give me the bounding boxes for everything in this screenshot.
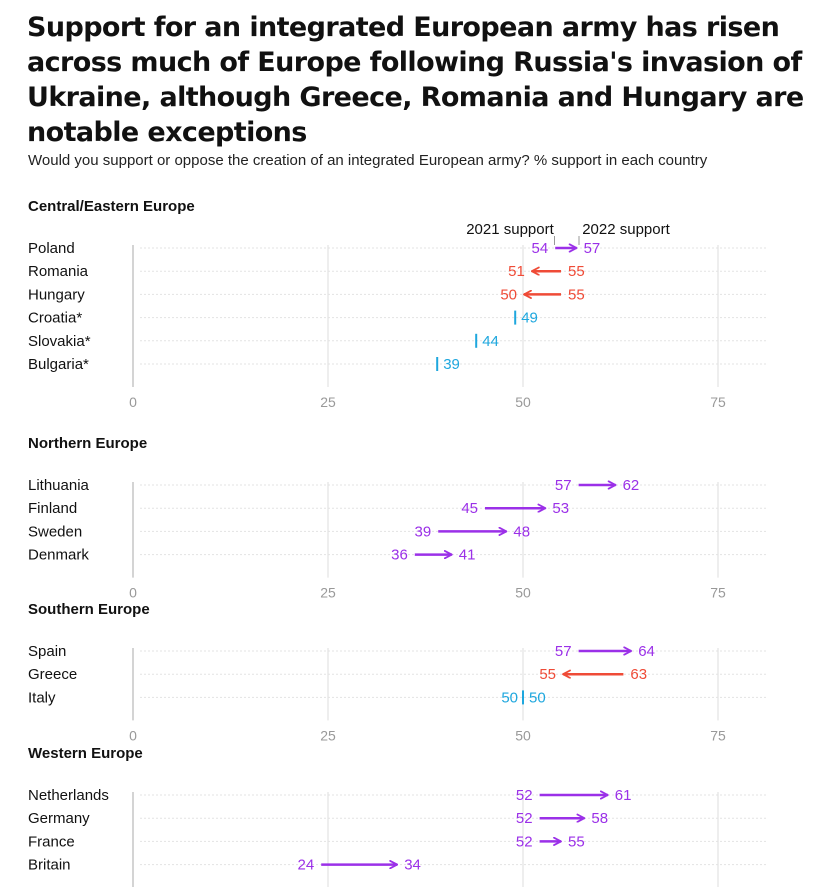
value-label-2021: 55 [568,263,585,280]
country-label: Bulgaria* [28,356,89,373]
tick-label-0: 0 [129,585,137,601]
value-label-2022: 61 [615,787,632,804]
legend-2021-label: 2021 support [466,221,554,238]
value-label-2022: 57 [584,240,601,257]
country-label: Germany [28,810,90,827]
tick-label-0: 0 [129,394,137,410]
country-label: Italy [28,689,56,706]
value-label-2021: 45 [461,500,478,517]
country-label: Lithuania [28,477,90,494]
value-label-2021: 52 [516,810,533,827]
tick-label-75: 75 [710,727,726,743]
value-label-2021: 52 [516,787,533,804]
country-label: Finland [28,500,77,517]
value-label-2021: 55 [568,286,585,303]
value-label-2021: 50 [501,689,518,706]
value-label-2022: 44 [482,333,499,350]
country-label: Britain [28,857,71,874]
value-label-2022: 50 [500,286,517,303]
value-label-2021: 52 [516,833,533,850]
panel-1: Northern Europe 0 25 50 75 Lithuania 57 62 Finla… [28,435,768,601]
panel-title: Southern Europe [28,601,150,618]
country-label: Sweden [28,523,82,540]
value-label-2022: 48 [513,523,530,540]
value-label-2021: 57 [555,643,572,660]
tick-label-0: 0 [129,727,137,743]
value-label-2022: 41 [459,547,476,564]
tick-label-50: 50 [515,394,531,410]
country-label: Denmark [28,547,89,564]
value-label-2022: 50 [529,689,546,706]
value-label-2021: 39 [415,523,432,540]
value-label-2022: 62 [623,477,640,494]
value-label-2021: 63 [630,666,647,683]
country-label: France [28,833,75,850]
value-label-2021: 24 [298,857,315,874]
tick-label-50: 50 [515,727,531,743]
value-label-2022: 64 [638,643,655,660]
tick-label-25: 25 [320,727,336,743]
country-label: Romania [28,263,89,280]
value-label-2022: 53 [552,500,569,517]
country-label: Hungary [28,286,85,303]
chart-title: Support for an integrated European army … [27,12,804,148]
country-label: Slovakia* [28,333,91,350]
value-label-2022: 51 [508,263,525,280]
panel-2: Southern Europe 0 25 50 75 Spain 57 64 Greece 55 6… [28,601,768,743]
chart-subtitle: Would you support or oppose the creation… [28,152,708,169]
value-label-2021: 54 [532,240,549,257]
value-label-2022: 34 [404,857,421,874]
value-label-2022: 58 [591,810,608,827]
country-label: Netherlands [28,787,109,804]
country-label: Greece [28,666,77,683]
tick-label-50: 50 [515,585,531,601]
panel-title: Northern Europe [28,435,147,452]
value-label-2022: 39 [443,356,460,373]
country-label: Croatia* [28,310,82,327]
country-label: Spain [28,643,66,660]
tick-label-75: 75 [710,585,726,601]
tick-label-25: 25 [320,585,336,601]
country-label: Poland [28,240,75,257]
value-label-2022: 55 [568,833,585,850]
tick-label-75: 75 [710,394,726,410]
value-label-2021: 36 [391,547,408,564]
panel-3: Western Europe0255075Netherlands5261Germ… [28,745,768,887]
value-label-2022: 49 [521,310,538,327]
panel-title: Western Europe [28,745,143,762]
panel-0: Central/Eastern Europe 0 25 50 75 Poland 54 57 R… [28,198,768,410]
value-label-2021: 57 [555,477,572,494]
panel-title: Central/Eastern Europe [28,198,195,215]
legend-2022-label: 2022 support [582,221,670,238]
tick-label-25: 25 [320,394,336,410]
value-label-2022: 55 [539,666,556,683]
